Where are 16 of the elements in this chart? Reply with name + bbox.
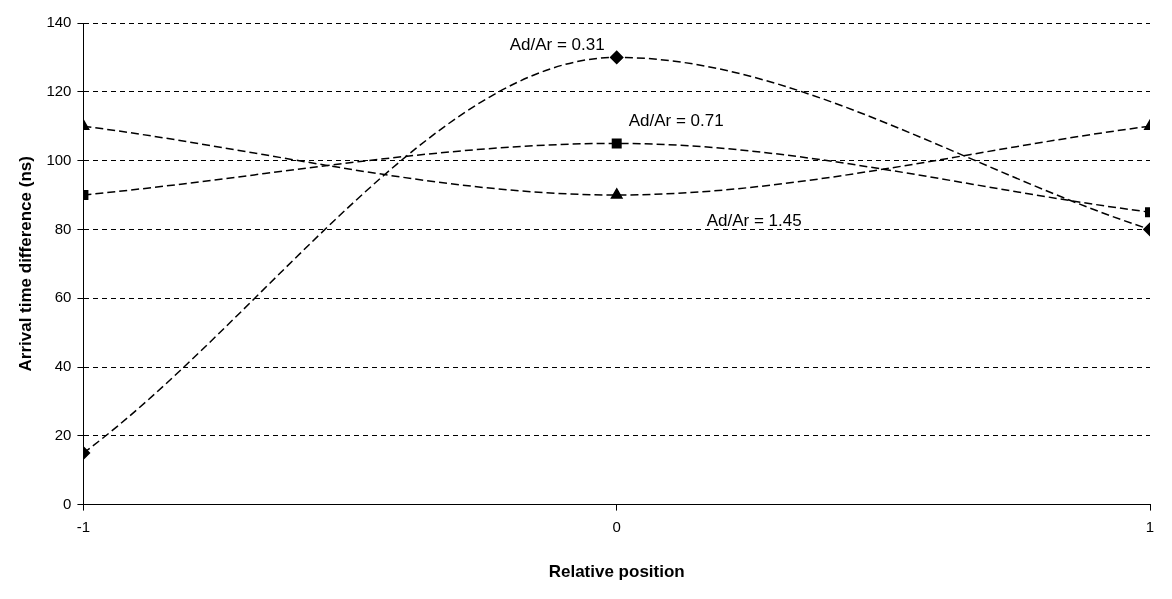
x-tick-label: 1 <box>1145 517 1155 535</box>
y-tick-label: 140 <box>46 13 72 31</box>
y-axis-title: Arrival time difference (ns) <box>15 156 35 372</box>
y-tick-label: 60 <box>54 288 72 306</box>
y-tick-label: 100 <box>46 150 72 168</box>
series-label: Ad/Ar = 0.71 <box>628 111 724 131</box>
x-axis-title: Relative position <box>548 562 685 582</box>
series-label: Ad/Ar = 0.31 <box>509 35 605 55</box>
y-tick-label: 40 <box>54 357 72 375</box>
series-label: Ad/Ar = 1.45 <box>706 210 802 230</box>
y-tick-label: 0 <box>63 494 72 512</box>
x-tick-label: 0 <box>612 517 621 535</box>
y-tick-label: 20 <box>54 425 72 443</box>
y-tick-label: 120 <box>46 81 72 99</box>
y-tick-label: 80 <box>54 219 72 237</box>
x-tick-label: -1 <box>76 517 91 535</box>
